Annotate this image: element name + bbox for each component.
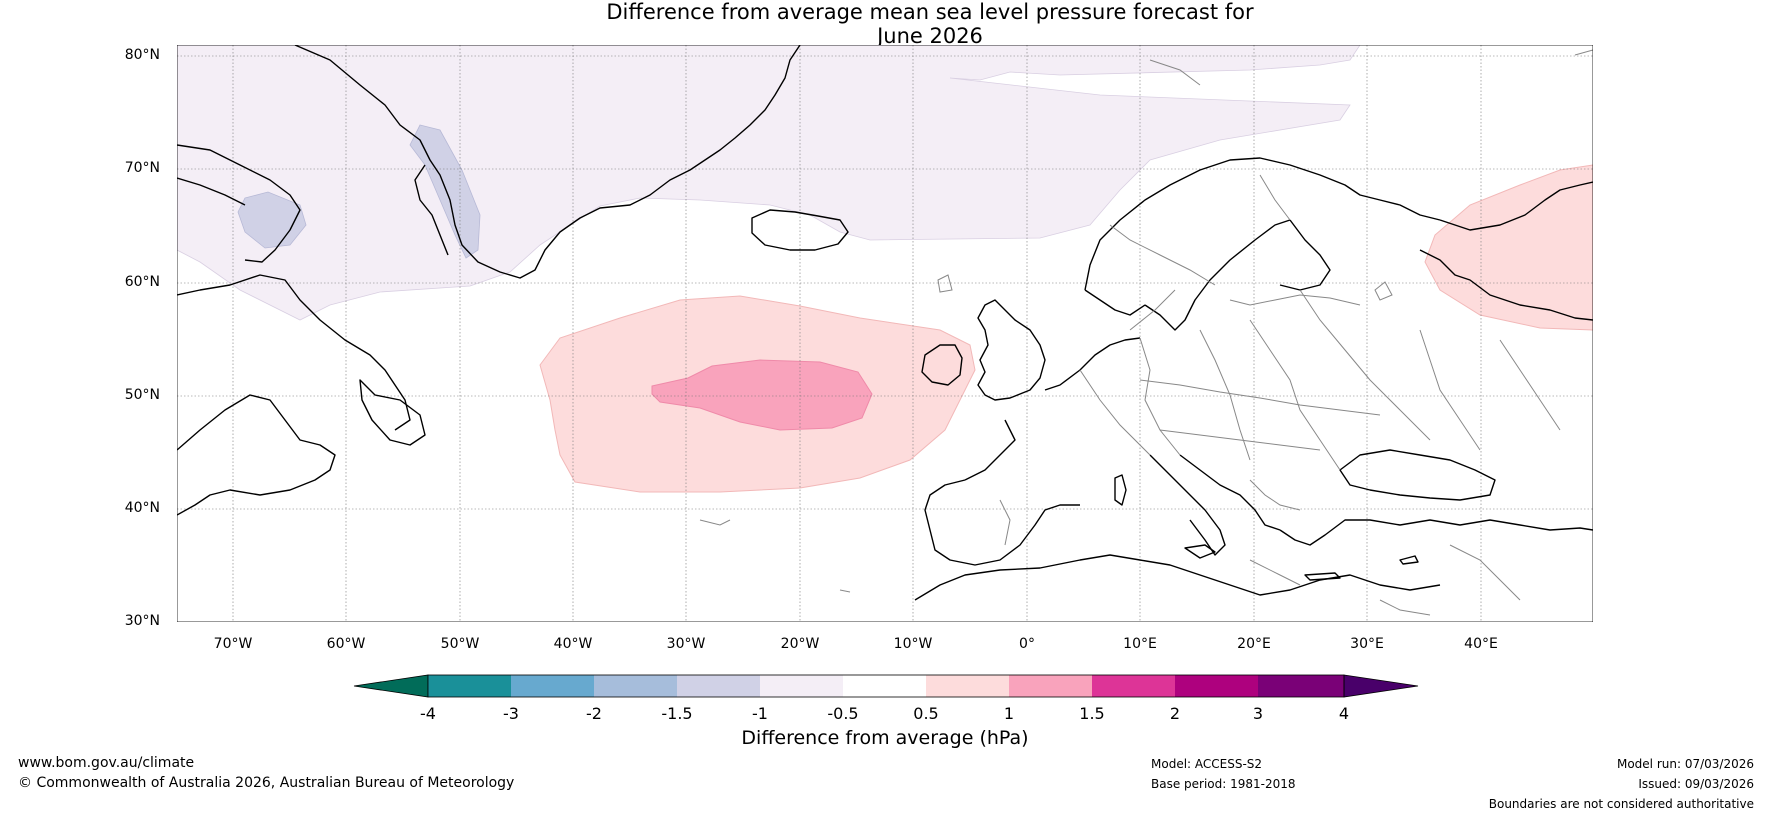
colorbar-band-9 — [1092, 675, 1175, 697]
coastline-scandinavia — [1084, 157, 1441, 291]
colorbar-tick: 4 — [1338, 704, 1350, 723]
colorbar-under-triangle — [353, 674, 429, 698]
coastline-ireland — [921, 344, 963, 386]
lon-label-10w: 10°W — [893, 636, 933, 652]
lat-label-50n: 50°N — [124, 387, 160, 403]
lon-label-30e: 30°E — [1350, 636, 1384, 652]
colorbar-band-8 — [1009, 675, 1092, 697]
lon-label-20w: 20°W — [780, 636, 820, 652]
coastline-black-sea — [1339, 449, 1496, 501]
coastline-britain — [977, 299, 1046, 401]
map-title-line1: Difference from average mean sea level p… — [606, 0, 1254, 24]
lon-label-30w: 30°W — [666, 636, 706, 652]
coastline-north-america-east — [177, 394, 336, 516]
lon-label-70w: 70°W — [213, 636, 253, 652]
coastline-iberia — [924, 479, 1080, 566]
anomaly-region-positive-russia — [1424, 164, 1593, 331]
map-title: Difference from average mean sea level p… — [0, 0, 1770, 48]
coastline-baffin — [177, 144, 301, 263]
colorbar-band-1 — [428, 675, 511, 697]
coastline-sweden-baltic — [1144, 219, 1291, 331]
coastline-labrador — [177, 274, 411, 431]
lat-label-80n: 80°N — [124, 47, 160, 63]
country-borders — [999, 174, 1561, 616]
colorbar-tick: 2 — [1169, 704, 1181, 723]
lon-label-40e: 40°E — [1464, 636, 1498, 652]
colorbar — [353, 674, 1419, 698]
coastline-greenland-west — [414, 164, 449, 256]
footer-boundaries: Boundaries are not considered authoritat… — [1488, 797, 1754, 811]
colorbar-band-5 — [760, 675, 843, 697]
anomaly-region-positive-core — [651, 359, 873, 431]
colorbar-tick: -1.5 — [661, 704, 693, 723]
graticule — [177, 45, 1593, 622]
coastline-balkans — [1179, 454, 1281, 531]
coastline-white-sea — [1419, 249, 1593, 321]
lon-label-10e: 10°E — [1123, 636, 1157, 652]
coastline-finland — [1279, 219, 1331, 291]
coastline-russia-arctic — [1439, 181, 1593, 231]
footer-model: Model: ACCESS-S2 — [1151, 757, 1263, 771]
colorbar-band-11 — [1258, 675, 1344, 697]
colorbar-tick: -1 — [752, 704, 768, 723]
coastline-sicily — [1184, 544, 1216, 559]
footer-model-run: Model run: 07/03/2026 — [1616, 757, 1754, 771]
colorbar-band-2 — [511, 675, 594, 697]
coastline-bay-biscay — [964, 419, 1016, 481]
lat-label-70n: 70°N — [124, 160, 160, 176]
coastline-europe-west — [1044, 337, 1141, 391]
colorbar-tick: -3 — [503, 704, 519, 723]
lon-label-50w: 50°W — [440, 636, 480, 652]
anomaly-region-negative-greenland — [409, 124, 481, 259]
coastlines — [177, 45, 1593, 601]
coastline-norway-south — [1084, 289, 1146, 316]
anomaly-region-negative-north — [177, 45, 1361, 321]
colorbar-tick: -4 — [420, 704, 436, 723]
coastline-baffin-north — [177, 177, 246, 206]
coastline-sardinia — [1114, 474, 1127, 506]
colorbar-tick: -0.5 — [827, 704, 859, 723]
colorbar-tick: 1.5 — [1079, 704, 1105, 723]
colorbar-band-6 — [843, 675, 926, 697]
lat-label-40n: 40°N — [124, 500, 160, 516]
map-title-line2: June 2026 — [877, 24, 983, 48]
coastline-cyprus — [1399, 555, 1419, 565]
coastline-iceland — [751, 209, 849, 251]
coastline-newfoundland — [359, 379, 426, 446]
anomaly-region-negative-labrador — [237, 191, 307, 249]
colorbar-band-10 — [1175, 675, 1258, 697]
footer-issued: Issued: 09/03/2026 — [1638, 777, 1754, 791]
lon-label-0: 0° — [1019, 636, 1035, 652]
colorbar-band-4 — [677, 675, 760, 697]
colorbar-band-3 — [594, 675, 677, 697]
footer-base-period: Base period: 1981-2018 — [1151, 777, 1296, 791]
lat-label-30n: 30°N — [124, 613, 160, 629]
coastline-crete — [1304, 572, 1341, 581]
coastline-italy — [1149, 454, 1226, 556]
lakes-islands — [699, 49, 1593, 593]
lon-label-60w: 60°W — [326, 636, 366, 652]
footer-copyright: © Commonwealth of Australia 2026, Austra… — [18, 775, 515, 791]
coastline-north-africa — [914, 554, 1441, 601]
colorbar-tick: 0.5 — [913, 704, 939, 723]
colorbar-tick: 3 — [1252, 704, 1264, 723]
colorbar-band-7 — [926, 675, 1009, 697]
footer-url: www.bom.gov.au/climate — [18, 755, 195, 771]
colorbar-tick: -2 — [586, 704, 602, 723]
colorbar-over-triangle — [1343, 674, 1419, 698]
colorbar-tick: 1 — [1003, 704, 1015, 723]
coastline-greece-turkey — [1279, 519, 1593, 546]
lon-label-20e: 20°E — [1237, 636, 1271, 652]
colorbar-title: Difference from average (hPa) — [741, 727, 1029, 749]
lat-label-60n: 60°N — [124, 274, 160, 290]
lon-label-40w: 40°W — [553, 636, 593, 652]
coastline-greenland — [294, 45, 801, 279]
